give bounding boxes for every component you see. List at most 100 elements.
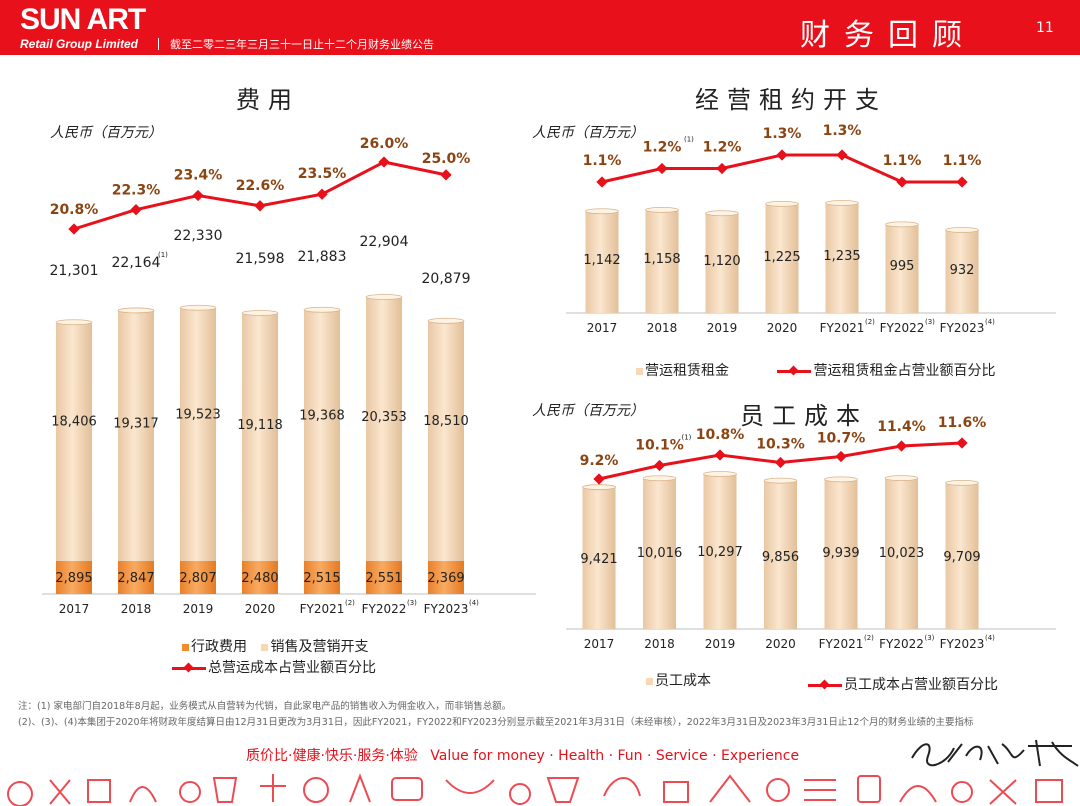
slogan: 质价比·健康·快乐·服务·体验 Value for money · Health… [246,745,807,765]
expenses-bar-sales-top [179,304,217,311]
staff-pct-note: (1) [682,434,692,442]
rent-value-label: 1,225 [763,250,800,265]
rent-pct-label: 1.3% [823,123,862,139]
rent-tick-label: FY2023 [940,321,985,335]
rent-bar-top [585,208,619,215]
staff-bar [703,474,737,629]
staff-bar [945,482,979,629]
staff-bar-top [642,475,677,482]
expenses-pct-label: 22.3% [112,183,161,199]
staff-bar-top [703,471,737,477]
expenses-sales-label: 19,118 [237,418,283,433]
rent-bar [765,203,799,313]
staff-bar [824,479,858,629]
staff-pct-marker [835,450,847,463]
staff-unit: 人民币（百万元） [532,403,644,419]
staff-value-label: 9,421 [580,552,617,567]
staff-pct-label: 10.8% [696,427,745,443]
staff-value-label: 10,016 [637,546,683,561]
rent-pct-marker [956,176,968,188]
legend-staff-pct: 员工成本占营业额百分比 [844,677,998,693]
staff-tick-note: (3) [925,634,935,642]
expenses-tick-label: 2019 [183,602,214,616]
rent-tick-note: (4) [985,318,995,326]
expenses-tick-label: FY2023 [424,602,469,616]
expenses-pct-marker [254,200,266,212]
slogan-en: Value for money · Health · Fun · Service… [430,748,800,764]
rent-pct-label: 1.1% [943,153,982,169]
staff-tick-label: FY2021 [819,637,864,651]
staff-line-legend: 员工成本占营业额百分比 [808,674,998,694]
staff-bar-top [884,475,919,482]
expenses-total-note: (1) [158,251,168,259]
rent-bar-top [945,227,979,233]
staff-value-label: 9,709 [943,550,980,565]
staff-bar [885,478,918,629]
rent-value-label: 995 [890,259,915,274]
expenses-bar-sales [180,307,216,561]
expenses-bar-sales-top [365,294,403,300]
signature-logo [911,739,1079,767]
rent-tick-note: (3) [925,318,935,326]
rent-bar [705,213,739,313]
expenses-pct-marker [378,156,390,168]
expenses-bar-sales-top [303,306,341,313]
staff-title: 员工成本 [740,402,868,430]
legend-rent: 营运租赁租金 [645,363,729,379]
staff-pct-label: 11.4% [877,419,926,435]
expenses-bar-sales-top [427,318,465,324]
expenses-line-legend: 总营运成本占营业额百分比 [172,657,376,677]
expenses-bar-admin [118,561,154,594]
staff-bar [643,478,676,629]
staff-tick-label: 2017 [584,637,615,651]
rent-bar [645,209,679,313]
expenses-total-label: 20,879 [422,271,471,287]
rent-value-label: 1,235 [823,249,860,264]
rent-pct-marker [896,176,908,188]
rent-pct-marker [596,176,608,188]
expenses-pct-label: 22.6% [236,178,285,194]
staff-tick-label: FY2022 [879,637,924,651]
expenses-tick-label: 2020 [245,602,276,616]
staff-bar-top [945,479,979,486]
expenses-admin-label: 2,847 [117,571,154,586]
rent-tick-label: FY2022 [880,321,925,335]
expenses-total-label: 21,301 [50,263,99,279]
expenses-pct-label: 25.0% [422,151,471,167]
expenses-tick-label: FY2021 [300,602,345,616]
expenses-admin-label: 2,369 [427,571,464,586]
legend-total-pct: 总营运成本占营业额百分比 [208,660,376,676]
admin-swatch [182,643,189,651]
legend-rent-pct: 营运租赁租金占营业额百分比 [813,363,996,379]
expenses-admin-label: 2,895 [55,571,92,586]
staff-pct-marker [895,440,908,452]
expenses-bar-sales [304,309,340,561]
rent-bar [585,211,619,313]
rent-pct-note: (1) [684,136,694,144]
rent-value-label: 1,120 [703,254,740,269]
expenses-bar-sales [428,320,464,561]
rent-bar [885,224,919,313]
expenses-bar-sales [366,297,402,561]
rent-tick-label: 2018 [647,321,678,335]
legend-line-marker [808,683,842,687]
staff-value-label: 9,939 [822,546,859,561]
rent-pct-label: 1.1% [883,153,922,169]
staff-bar [764,480,797,629]
header-description: 截至二零二三年三月三十一日止十二个月财务业绩公告 [170,38,434,51]
brand-logo: SUN ART [20,3,146,36]
expenses-total-label: 21,883 [298,249,347,265]
rent-bar-top [885,221,919,228]
staff-value-label: 10,023 [879,546,925,561]
rent-pct-label: 1.3% [763,126,802,142]
staff-pct-label: 10.1% [635,438,684,454]
staff-tick-label: 2020 [765,637,796,651]
rent-title: 经营租约开支 [695,86,887,114]
staff-tick-note: (4) [985,634,995,642]
legend-line-marker [172,666,206,670]
expenses-total-label: 21,598 [236,251,285,267]
expenses-pct-label: 26.0% [360,136,409,152]
staff-bar [582,487,616,629]
expenses-title: 费用 [236,86,300,114]
